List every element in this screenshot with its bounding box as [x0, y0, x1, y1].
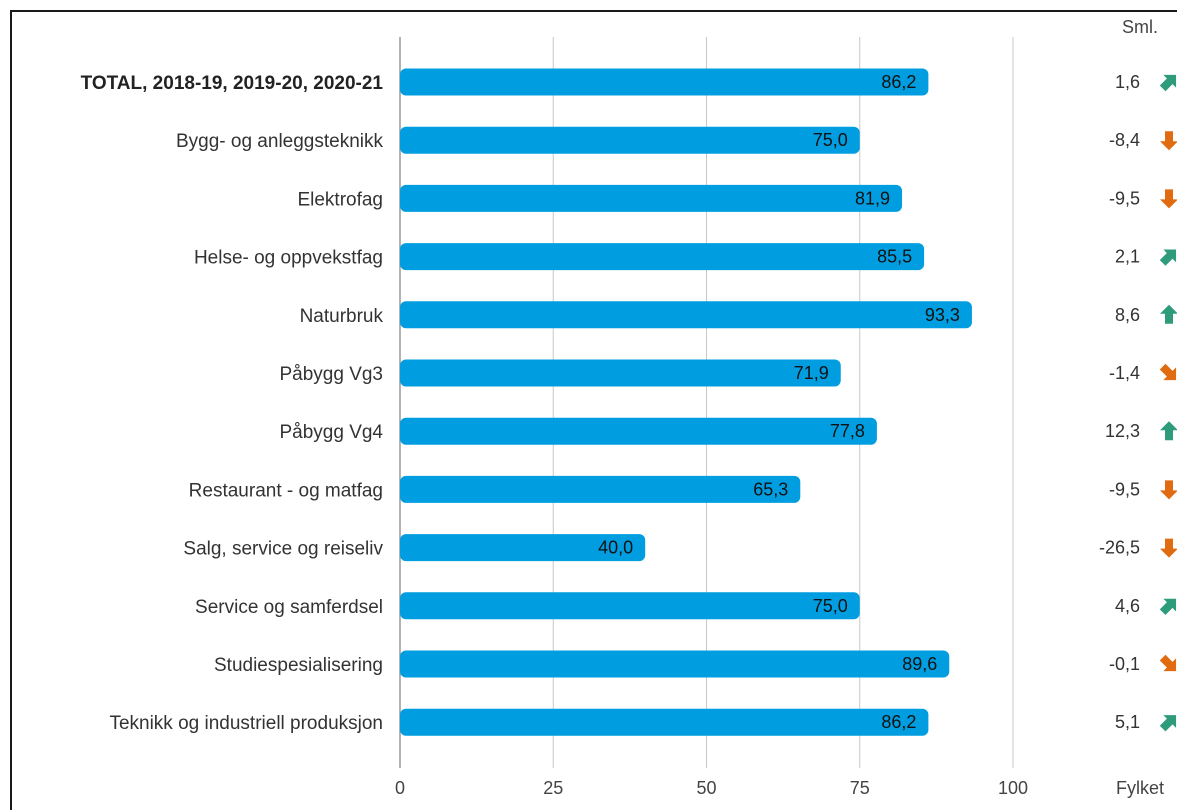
diagonal-up-arrow-icon — [1156, 69, 1177, 95]
x-tick-label-25: 25 — [543, 778, 563, 798]
bar-value-label-2: 81,9 — [855, 188, 890, 208]
comparison-value-0: 1,6 — [1115, 72, 1140, 92]
bar-3 — [400, 243, 924, 270]
diagonal-up-arrow-icon — [1156, 709, 1177, 735]
bar-7 — [400, 476, 800, 503]
bars: 86,2 75,0 81,9 85,5 93,3 71,9 77,8 65,3 40,0 75,0… — [400, 69, 972, 736]
comparison-value-10: -0,1 — [1109, 654, 1140, 674]
comparison-value-4: 8,6 — [1115, 305, 1140, 325]
down-arrow-icon — [1160, 189, 1177, 208]
bar-value-label-3: 85,5 — [877, 247, 912, 267]
bar-11 — [400, 709, 928, 736]
comparison-value-11: 5,1 — [1115, 712, 1140, 732]
bar-value-label-5: 71,9 — [794, 363, 829, 383]
bar-value-label-8: 40,0 — [598, 538, 633, 558]
category-label-6: Påbygg Vg4 — [279, 422, 383, 443]
bar-value-label-9: 75,0 — [813, 596, 848, 616]
bar-9 — [400, 592, 860, 619]
bar-value-label-7: 65,3 — [753, 479, 788, 499]
down-arrow-icon — [1160, 131, 1177, 150]
category-label-11: Teknikk og industriell produksjon — [109, 713, 383, 734]
bar-value-label-4: 93,3 — [925, 305, 960, 325]
diagonal-up-arrow-icon — [1156, 592, 1177, 618]
up-arrow-icon — [1160, 421, 1177, 440]
category-labels: TOTAL, 2018-19, 2019-20, 2020-21 Bygg- og… — [81, 73, 384, 734]
category-label-10: Studiespesialisering — [214, 655, 383, 676]
comparison-value-3: 2,1 — [1115, 247, 1140, 267]
x-tick-label-75: 75 — [850, 778, 870, 798]
bar-4 — [400, 301, 972, 328]
comparison-value-9: 4,6 — [1115, 596, 1140, 616]
category-label-8: Salg, service og reiseliv — [183, 539, 383, 560]
down-arrow-icon — [1160, 480, 1177, 499]
bar-value-label-6: 77,8 — [830, 421, 865, 441]
x-tick-label-100: 100 — [998, 778, 1028, 798]
bar-6 — [400, 418, 877, 445]
category-label-9: Service og samferdsel — [195, 597, 383, 618]
category-label-3: Helse- og oppvekstfag — [194, 248, 383, 269]
category-label-2: Elektrofag — [297, 189, 383, 210]
up-arrow-icon — [1160, 305, 1177, 324]
bar-5 — [400, 360, 841, 387]
comparison-value-7: -9,5 — [1109, 479, 1140, 499]
bar-1 — [400, 127, 860, 154]
category-label-0: TOTAL, 2018-19, 2019-20, 2020-21 — [81, 73, 384, 94]
category-label-1: Bygg- og anleggsteknikk — [176, 131, 384, 152]
comparison-header: Sml. — [1122, 17, 1158, 37]
category-label-5: Påbygg Vg3 — [279, 364, 383, 385]
diagonal-down-arrow-icon — [1156, 651, 1177, 677]
comparison-value-1: -8,4 — [1109, 130, 1140, 150]
bar-value-label-0: 86,2 — [881, 72, 916, 92]
x-tick-label-0: 0 — [395, 778, 405, 798]
comparison-footer: Fylket — [1116, 778, 1164, 798]
bar-10 — [400, 651, 949, 678]
bar-value-label-1: 75,0 — [813, 130, 848, 150]
bar-2 — [400, 185, 902, 212]
bar-value-label-10: 89,6 — [902, 654, 937, 674]
bar-value-label-11: 86,2 — [881, 712, 916, 732]
x-tick-labels: 0 25 50 75 100 — [395, 778, 1028, 798]
down-arrow-icon — [1160, 539, 1177, 558]
comparison-value-5: -1,4 — [1109, 363, 1140, 383]
category-label-4: Naturbruk — [300, 306, 384, 327]
diagonal-up-arrow-icon — [1156, 243, 1177, 269]
diagonal-down-arrow-icon — [1156, 360, 1177, 386]
comparison-value-6: 12,3 — [1105, 421, 1140, 441]
comparison-column: Sml. Fylket 1,6 -8,4 -9,5 2,1 8,6 -1,4 12,3 -9,… — [1099, 17, 1177, 798]
category-label-7: Restaurant - og matfag — [189, 480, 383, 501]
x-tick-label-50: 50 — [696, 778, 716, 798]
bar-0 — [400, 69, 928, 96]
comparison-value-2: -9,5 — [1109, 188, 1140, 208]
comparison-value-8: -26,5 — [1099, 538, 1140, 558]
